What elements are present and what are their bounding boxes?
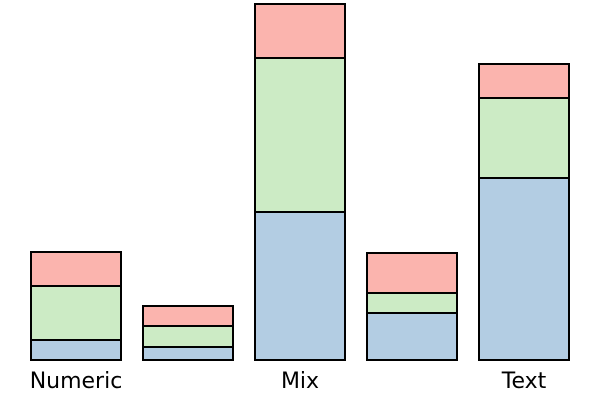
bar-segment bbox=[142, 346, 234, 361]
bar-segment bbox=[30, 339, 122, 361]
bar-segment bbox=[254, 57, 346, 213]
bar-segment bbox=[366, 252, 458, 294]
x-tick-label: Mix bbox=[281, 369, 319, 394]
bar-segment bbox=[142, 325, 234, 348]
bar-segment bbox=[366, 312, 458, 361]
bar-segment bbox=[254, 211, 346, 361]
bar-segment bbox=[30, 285, 122, 341]
bar-segment bbox=[478, 97, 570, 179]
bar-segment bbox=[366, 292, 458, 314]
bar-segment bbox=[30, 251, 122, 287]
bar-segment bbox=[254, 3, 346, 59]
bar-segment bbox=[478, 63, 570, 99]
x-tick-label: Text bbox=[501, 369, 547, 394]
x-tick-label: Numeric bbox=[30, 369, 123, 394]
bar-segment bbox=[142, 305, 234, 327]
bar-segment bbox=[478, 177, 570, 361]
